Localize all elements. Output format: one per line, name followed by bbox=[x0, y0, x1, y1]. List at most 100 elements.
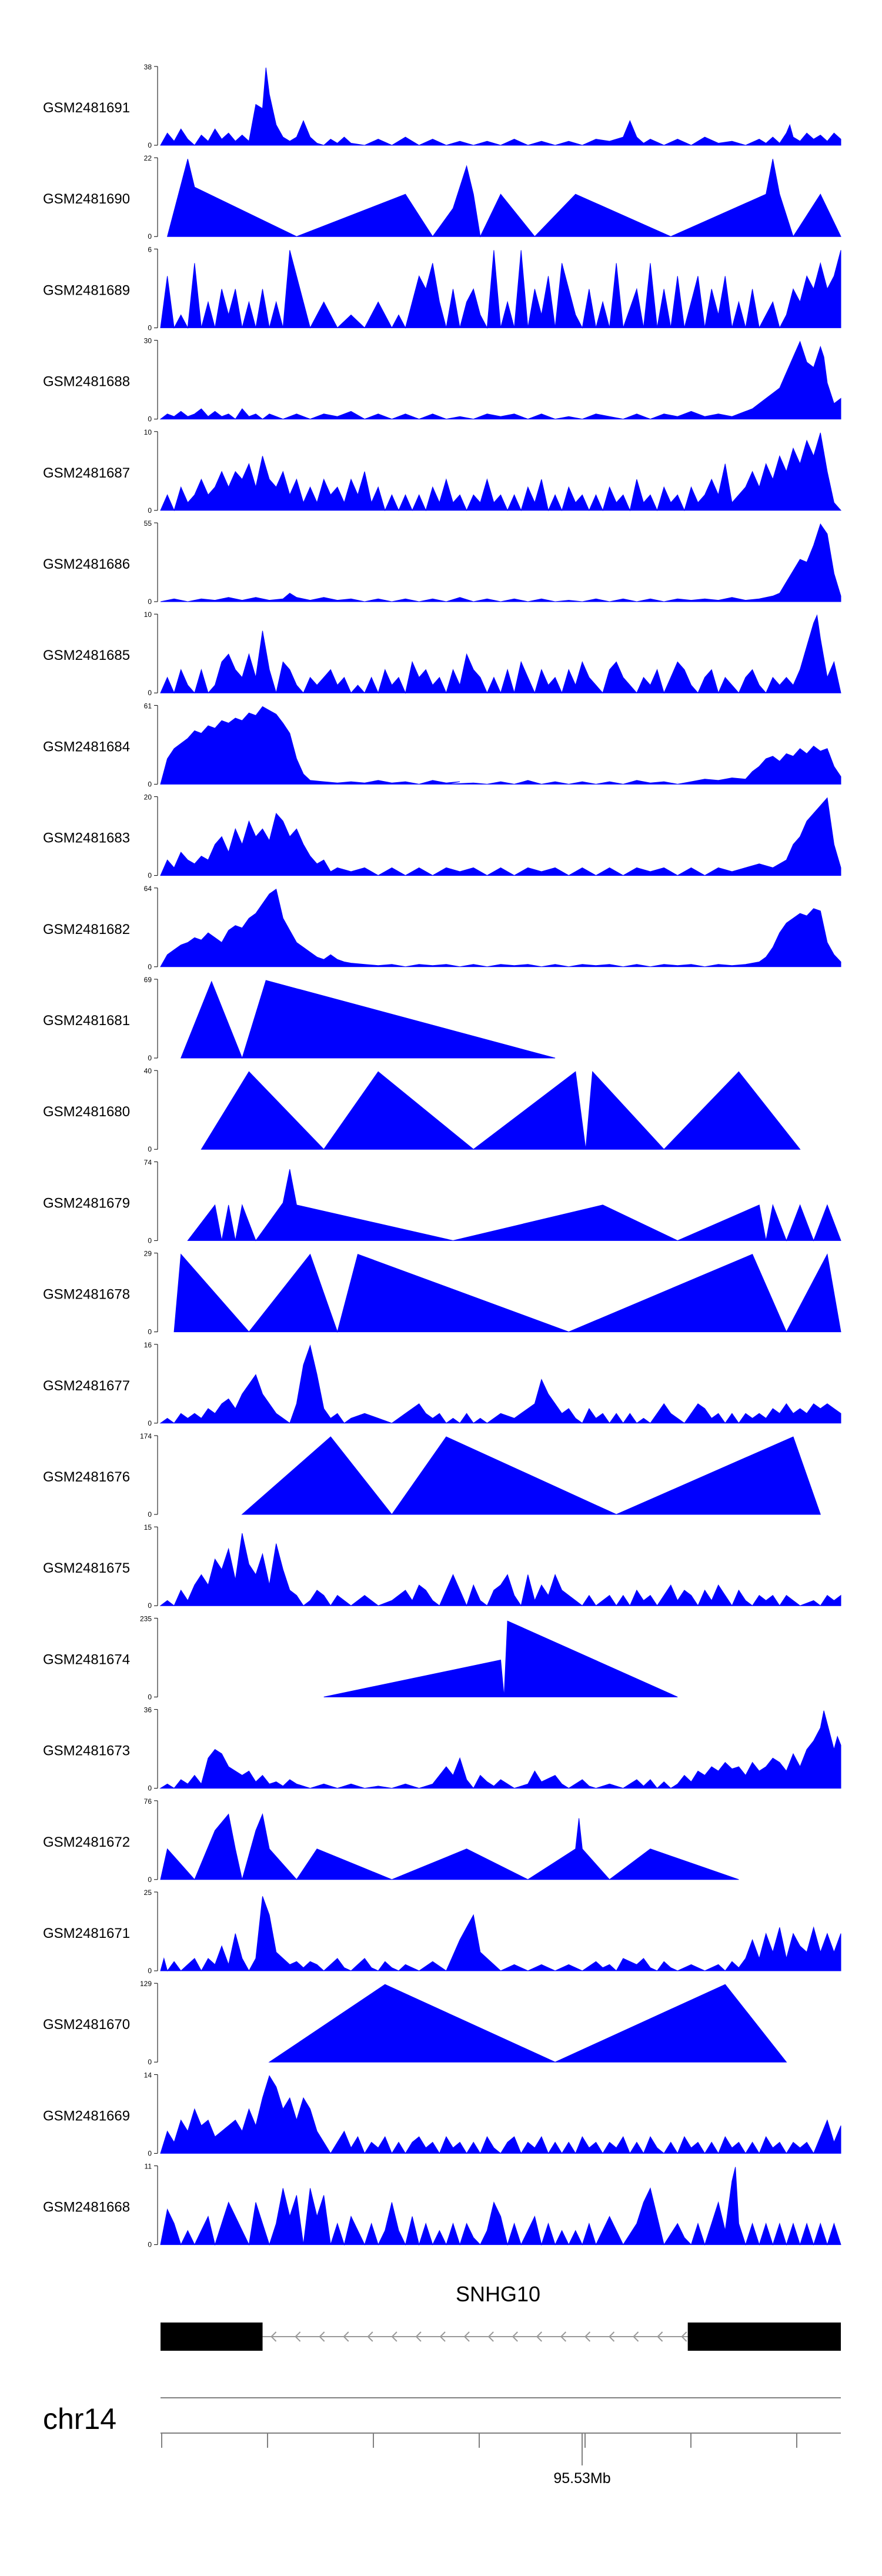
track-ymin-label: 0 bbox=[148, 1145, 152, 1153]
track: GSM2481672 76 0 bbox=[43, 1797, 739, 1884]
track-ymax-label: 15 bbox=[144, 1523, 152, 1531]
track-label: GSM2481672 bbox=[43, 1834, 130, 1850]
track-ymin-label: 0 bbox=[148, 2149, 152, 2157]
intron-arrow bbox=[609, 2331, 615, 2342]
track-ymax-label: 16 bbox=[144, 1341, 152, 1349]
track: GSM2481679 74 0 bbox=[43, 1158, 841, 1244]
coverage-area bbox=[166, 159, 841, 238]
track-ymin-label: 0 bbox=[148, 1419, 152, 1427]
track-ymax-label: 40 bbox=[144, 1067, 152, 1075]
intron-arrow bbox=[657, 2331, 663, 2342]
track-ymax-label: 174 bbox=[140, 1432, 152, 1440]
track-ymin-label: 0 bbox=[148, 415, 152, 423]
track: GSM2481684 61 0 bbox=[43, 702, 841, 788]
intron-arrow bbox=[415, 2331, 422, 2342]
track-ymax-label: 10 bbox=[144, 610, 152, 619]
track-label: GSM2481668 bbox=[43, 2200, 130, 2215]
track: GSM2481688 30 0 bbox=[43, 337, 841, 423]
track: GSM2481675 15 0 bbox=[43, 1523, 841, 1610]
coverage-area bbox=[180, 980, 556, 1059]
track-label: GSM2481671 bbox=[43, 1926, 130, 1941]
track-label: GSM2481685 bbox=[43, 648, 130, 663]
track-ymax-label: 29 bbox=[144, 1250, 152, 1258]
track-ymax-label: 61 bbox=[144, 702, 152, 710]
track: GSM2481687 10 0 bbox=[43, 428, 842, 515]
coverage-area bbox=[159, 1710, 841, 1789]
track: GSM2481673 36 0 bbox=[43, 1706, 841, 1793]
track-label: GSM2481687 bbox=[43, 465, 130, 481]
track: GSM2481683 20 0 bbox=[43, 793, 841, 880]
coverage-area bbox=[160, 706, 841, 785]
axis-ticks bbox=[161, 2433, 797, 2465]
intron-arrow bbox=[463, 2331, 470, 2342]
track: GSM2481668 11 0 bbox=[43, 2163, 841, 2249]
track-ymin-label: 0 bbox=[148, 1693, 152, 1701]
track-ymin-label: 0 bbox=[148, 598, 152, 606]
coverage-area bbox=[160, 432, 842, 512]
track-ymax-label: 30 bbox=[144, 337, 152, 345]
track-label: GSM2481669 bbox=[43, 2108, 130, 2124]
track-label: GSM2481691 bbox=[43, 100, 130, 116]
track-ymin-label: 0 bbox=[148, 1236, 152, 1244]
intron-arrow bbox=[536, 2331, 542, 2342]
track: GSM2481680 40 0 bbox=[43, 1067, 801, 1153]
track-ymin-label: 0 bbox=[148, 1784, 152, 1793]
coverage-area bbox=[201, 1071, 801, 1150]
coverage-area bbox=[241, 1436, 821, 1515]
track-label: GSM2481682 bbox=[43, 922, 130, 937]
track-ymax-label: 36 bbox=[144, 1706, 152, 1714]
coverage-area bbox=[160, 797, 841, 876]
intron-arrow bbox=[487, 2331, 494, 2342]
track-ymin-label: 0 bbox=[148, 780, 152, 788]
track-ymin-label: 0 bbox=[148, 1876, 152, 1884]
track-label: GSM2481673 bbox=[43, 1743, 130, 1759]
track-ymax-label: 235 bbox=[140, 1614, 152, 1623]
track-label: GSM2481670 bbox=[43, 2017, 130, 2033]
track-label: GSM2481674 bbox=[43, 1651, 130, 1667]
track-label: GSM2481679 bbox=[43, 1195, 130, 1211]
track-ymin-label: 0 bbox=[148, 1967, 152, 1975]
chromosome-label: chr14 bbox=[43, 2403, 116, 2435]
track: GSM2481685 10 0 bbox=[43, 610, 841, 697]
coverage-area bbox=[160, 614, 841, 694]
coverage-area bbox=[187, 1169, 841, 1242]
intron-arrow bbox=[584, 2331, 591, 2342]
coverage-area bbox=[159, 1344, 841, 1424]
track-ymax-label: 11 bbox=[145, 2163, 152, 2171]
coverage-area bbox=[173, 1253, 841, 1333]
track: GSM2481669 14 0 bbox=[43, 2071, 841, 2157]
coverage-area bbox=[268, 1984, 787, 2063]
coverage-area bbox=[160, 67, 841, 146]
track: GSM2481686 55 0 bbox=[43, 519, 841, 606]
track-ymax-label: 25 bbox=[144, 1888, 152, 1897]
intron-arrow bbox=[439, 2331, 446, 2342]
track: GSM2481690 22 0 bbox=[43, 154, 841, 241]
track-label: GSM2481677 bbox=[43, 1378, 130, 1394]
track-ymax-label: 69 bbox=[144, 976, 152, 984]
intron-arrow bbox=[319, 2331, 325, 2342]
intron-arrow bbox=[343, 2331, 349, 2342]
track-ymin-label: 0 bbox=[148, 963, 152, 971]
track-label: GSM2481681 bbox=[43, 1013, 130, 1029]
track-ymin-label: 0 bbox=[148, 2241, 152, 2249]
track-ymin-label: 0 bbox=[148, 232, 152, 241]
track-label: GSM2481690 bbox=[43, 191, 130, 207]
track-label: GSM2481676 bbox=[43, 1469, 130, 1485]
track-ymax-label: 76 bbox=[144, 1797, 152, 1806]
track-label: GSM2481683 bbox=[43, 830, 130, 846]
track-ymax-label: 74 bbox=[144, 1158, 152, 1166]
track-label: GSM2481688 bbox=[43, 374, 130, 390]
track-ymax-label: 14 bbox=[144, 2071, 152, 2079]
track: GSM2481677 16 0 bbox=[43, 1341, 841, 1427]
intron-arrow bbox=[367, 2331, 373, 2342]
track-ymin-label: 0 bbox=[148, 1601, 152, 1610]
intron-arrow bbox=[512, 2331, 518, 2342]
gene-body bbox=[161, 2323, 841, 2351]
intron-arrow bbox=[633, 2331, 639, 2342]
track: GSM2481681 69 0 bbox=[43, 976, 556, 1062]
track-ymin-label: 0 bbox=[148, 1328, 152, 1336]
axis-coordinate-label: 95.53Mb bbox=[553, 2470, 610, 2487]
intron-arrow bbox=[681, 2331, 687, 2342]
track: GSM2481682 64 0 bbox=[43, 885, 841, 971]
track-ymin-label: 0 bbox=[148, 323, 152, 332]
